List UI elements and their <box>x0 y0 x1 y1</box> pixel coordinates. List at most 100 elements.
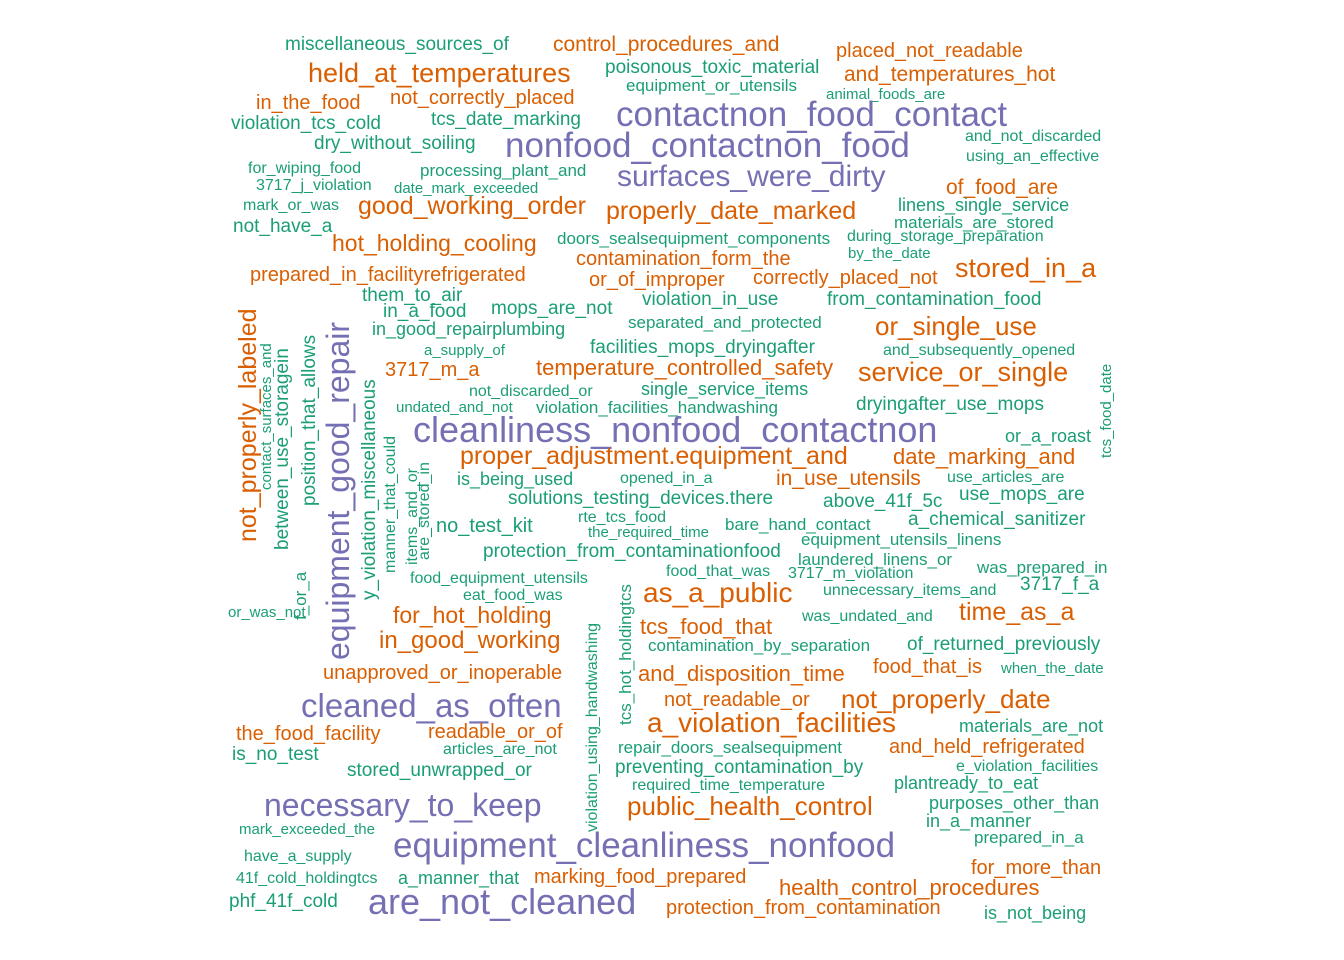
word: the_required_time <box>588 524 709 541</box>
word: a_chemical_sanitizer <box>908 509 1086 530</box>
word: purposes_other_than <box>929 793 1100 813</box>
word: tcs_food_that <box>640 614 773 639</box>
word: contamination_form_the <box>576 248 791 270</box>
word: unapproved_or_inoperable <box>323 662 563 684</box>
word: not_have_a <box>233 216 333 237</box>
word: public_health_control <box>627 791 873 821</box>
word: materials_are_stored <box>894 213 1054 232</box>
word: dryingafter_use_mops <box>856 394 1044 415</box>
word: 3717_f_a <box>1020 574 1100 595</box>
word: time_as_a <box>959 598 1075 626</box>
word: not_correctly_placed <box>390 87 575 109</box>
word: as_a_public <box>643 577 793 608</box>
word: not_readable_or <box>664 689 810 711</box>
word: tcs_date_marking <box>431 109 581 130</box>
word: during_storage_preparation <box>847 228 1044 245</box>
word: 3717_m_violation <box>788 565 914 582</box>
word: of_returned_previously <box>907 634 1101 655</box>
word: eat_food_was <box>463 587 563 604</box>
word: not_discarded_or <box>469 383 593 400</box>
word: date_marking_and <box>893 444 1076 469</box>
word: are_not_cleaned <box>368 881 637 922</box>
word: is_not_being <box>984 903 1087 923</box>
word: protection_from_contamination <box>666 897 941 919</box>
word: violation_using_handwashing <box>584 622 601 832</box>
word: tcs_food_date <box>1098 363 1115 458</box>
word: equipment_or_utensils <box>626 76 798 95</box>
word: of_food_are <box>946 176 1059 199</box>
word: opened_in_a <box>620 470 713 487</box>
word: prepared_in_a <box>974 828 1084 847</box>
word: and_held_refrigerated <box>889 736 1085 758</box>
word: or_was_not <box>228 604 306 621</box>
word: repair_doors_sealsequipment <box>618 738 842 757</box>
word: have_a_supply <box>244 848 352 865</box>
word: them_to_air <box>362 285 463 306</box>
word: contactnon_food_contact <box>616 95 1008 134</box>
word: a_violation_facilities <box>647 707 897 738</box>
word: control_procedures_and <box>553 33 780 56</box>
word: 41f_cold_holdingtcs <box>236 870 378 887</box>
word: required_time_temperature <box>632 777 825 794</box>
word: in_the_food <box>256 92 361 114</box>
word: single_service_items <box>641 379 809 399</box>
word: tcs_hot_holdingtcs <box>616 584 635 725</box>
word: linens_single_service <box>898 195 1070 215</box>
word: in_a_manner <box>926 811 1032 831</box>
word: cleaned_as_often <box>301 687 562 724</box>
word: laundered_linens_or <box>798 550 953 569</box>
word: properly_date_marked <box>606 197 857 225</box>
word: are_stored_in <box>416 462 433 560</box>
word: e_violation_facilities <box>956 758 1099 775</box>
word: or_single_use <box>875 311 1037 341</box>
word: between_use_storagein <box>272 348 293 550</box>
word: articles_are_not <box>443 741 557 758</box>
word: mark_exceeded_the <box>239 821 375 838</box>
word: or_of_improper <box>589 269 725 291</box>
word: and_subsequently_opened <box>883 342 1076 359</box>
word: mark_or_was <box>243 197 340 214</box>
word: and_temperatures_hot <box>844 63 1056 86</box>
word: prepared_in_facilityrefrigerated <box>250 264 526 286</box>
word: mops_are_not <box>491 298 613 319</box>
word: not_properly_date <box>841 684 1051 714</box>
word: position_that_allows <box>299 334 320 506</box>
word: or_a_roast <box>1005 426 1092 446</box>
word: when_the_date <box>1001 660 1104 677</box>
word: protection_from_contaminationfood <box>483 541 781 562</box>
word: use_mops_are <box>959 484 1085 505</box>
word: solutions_testing_devices.there <box>508 488 774 509</box>
word: surfaces_were_dirty <box>617 160 886 193</box>
word: cleanliness_nonfood_contactnon <box>413 409 938 450</box>
word: contamination_by_separation <box>648 636 871 655</box>
word: correctly_placed_not <box>753 267 938 289</box>
word: in_a_food <box>383 301 467 322</box>
word: facilities_mops_dryingafter <box>590 337 815 358</box>
word: rte_tcs_food <box>578 509 667 526</box>
word: health_control_procedures <box>779 875 1040 900</box>
word: undated_and_not <box>396 399 513 416</box>
word: use_articles_are <box>947 469 1065 486</box>
word: equipment_utensils_linens <box>801 530 1002 549</box>
word: no_test_kit <box>436 515 533 537</box>
word: y_violation_miscellaneous <box>359 379 380 600</box>
word: held_at_temperatures <box>308 58 571 88</box>
word: the_food_facility <box>236 723 381 745</box>
word: 3717_j_violation <box>256 177 372 194</box>
word: materials_are_not <box>959 716 1104 736</box>
word: was_prepared_in <box>977 558 1108 577</box>
word: violation_facilities_handwashing <box>536 398 778 417</box>
word: for_wiping_food <box>248 160 361 177</box>
word: necessary_to_keep <box>264 787 542 823</box>
word: service_or_single <box>858 357 1069 387</box>
word: was_undated_and <box>802 608 933 625</box>
word: temperature_controlled_safety <box>536 355 834 380</box>
word: food_equipment_utensils <box>410 570 588 587</box>
word: dry_without_soiling <box>314 133 476 154</box>
word: using_an_effective <box>966 148 1100 165</box>
word: stored_in_a <box>955 253 1097 283</box>
word: unnecessary_items_and <box>823 582 997 599</box>
word: phf_41f_cold <box>229 891 338 912</box>
word: violation_tcs_cold <box>231 113 381 134</box>
